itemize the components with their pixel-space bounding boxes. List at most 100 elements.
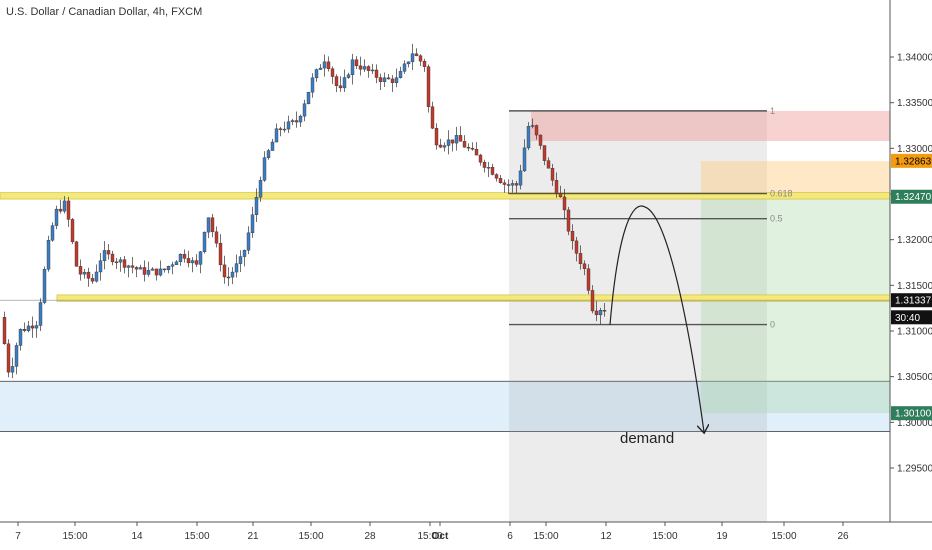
candle-body <box>58 208 63 212</box>
candle-body <box>14 345 19 367</box>
candle-body <box>10 366 15 373</box>
candle-body <box>490 167 495 175</box>
time-tick-label: 26 <box>837 531 849 542</box>
candle-body <box>274 128 279 143</box>
chart-title: U.S. Dollar / Canadian Dollar, 4h, FXCM <box>6 6 203 18</box>
candle-body <box>402 63 407 72</box>
candle-body <box>354 59 359 67</box>
candle-body <box>278 128 283 130</box>
time-tick-label: 6 <box>507 531 513 542</box>
candle-body <box>542 145 547 161</box>
candle-body <box>434 127 439 146</box>
candle-body <box>302 103 307 117</box>
candle-body <box>574 240 579 254</box>
candle-body <box>282 128 287 131</box>
price-badge-label: 30:40 <box>895 313 920 324</box>
price-tick-label: 1.34000 <box>897 53 932 64</box>
candle-body <box>530 125 535 127</box>
candle-body <box>34 325 39 329</box>
candle-body <box>26 325 31 331</box>
candle-body <box>290 120 295 122</box>
candle-body <box>338 85 343 89</box>
candle-body <box>430 106 435 129</box>
target-zone <box>701 195 890 414</box>
candle-body <box>386 77 391 80</box>
projection-arrow <box>609 205 704 432</box>
candle-body <box>462 141 467 148</box>
candle-body <box>326 61 331 69</box>
candle-body <box>6 343 11 373</box>
candle-body <box>502 182 507 185</box>
candle-body <box>106 250 111 255</box>
candle-body <box>22 328 27 331</box>
candle-body <box>406 61 411 65</box>
price-tick-label: 1.33500 <box>897 98 932 109</box>
candle-body <box>78 266 83 275</box>
candle-body <box>450 139 455 144</box>
time-tick-label: 15:00 <box>652 531 677 542</box>
candle-body <box>394 77 399 83</box>
candle-body <box>98 260 103 273</box>
candle-body <box>38 302 43 326</box>
price-tick-label: 1.33000 <box>897 144 932 155</box>
price-badge-label: 1.31337 <box>895 296 932 307</box>
time-axis <box>0 522 890 550</box>
candle-body <box>174 261 179 265</box>
candle-body <box>570 231 575 242</box>
candle-body <box>210 217 215 232</box>
price-badge-label: 1.32863 <box>895 156 932 167</box>
time-tick-label: 28 <box>364 531 376 542</box>
candle-body <box>42 269 47 303</box>
candle-body <box>362 66 367 70</box>
candle-body <box>226 276 231 279</box>
candle-body <box>110 253 115 263</box>
candle-body <box>322 61 327 69</box>
candle-body <box>410 53 415 63</box>
candle-body <box>190 260 195 264</box>
candle-body <box>586 268 591 291</box>
price-tick-label: 1.30000 <box>897 418 932 429</box>
candle-body <box>214 231 219 244</box>
time-tick-label: Oct <box>432 531 449 542</box>
candle-body <box>594 310 599 316</box>
candle-body <box>442 145 447 148</box>
candle-body <box>466 146 471 149</box>
candle-body <box>330 68 335 77</box>
time-tick-label: 15:00 <box>771 531 796 542</box>
candle-body <box>414 53 419 56</box>
candle-body <box>558 193 563 198</box>
candle-body <box>146 270 151 275</box>
candle-body <box>162 268 167 271</box>
candle-body <box>310 77 315 93</box>
candle-body <box>566 209 571 232</box>
time-tick-label: 19 <box>716 531 728 542</box>
candle-body <box>258 180 263 198</box>
candle-body <box>166 266 171 271</box>
candle-body <box>526 126 531 149</box>
candle-body <box>18 328 23 346</box>
candle-body <box>334 76 339 86</box>
candle-body <box>134 267 139 270</box>
candle-body <box>550 168 555 181</box>
candle-body <box>186 258 191 264</box>
candle-body <box>474 149 479 156</box>
fib-level-label: 0.5 <box>770 214 783 224</box>
candle-body <box>262 157 267 181</box>
candle-body <box>218 242 223 266</box>
fib-level-label: 0.618 <box>770 189 793 199</box>
candle-body <box>242 250 247 257</box>
time-tick-label: 21 <box>247 531 259 542</box>
candle-body <box>154 268 159 276</box>
price-tick-label: 1.31000 <box>897 327 932 338</box>
candle-body <box>30 325 35 329</box>
candle-body <box>74 241 79 267</box>
candle-body <box>534 125 539 136</box>
price-badge <box>891 189 932 204</box>
candle-body <box>102 250 107 261</box>
candle-body <box>518 170 523 186</box>
candle-body <box>346 74 351 78</box>
candle-body <box>238 256 243 264</box>
price-tick-label: 1.31500 <box>897 281 932 292</box>
candle-body <box>398 71 403 78</box>
